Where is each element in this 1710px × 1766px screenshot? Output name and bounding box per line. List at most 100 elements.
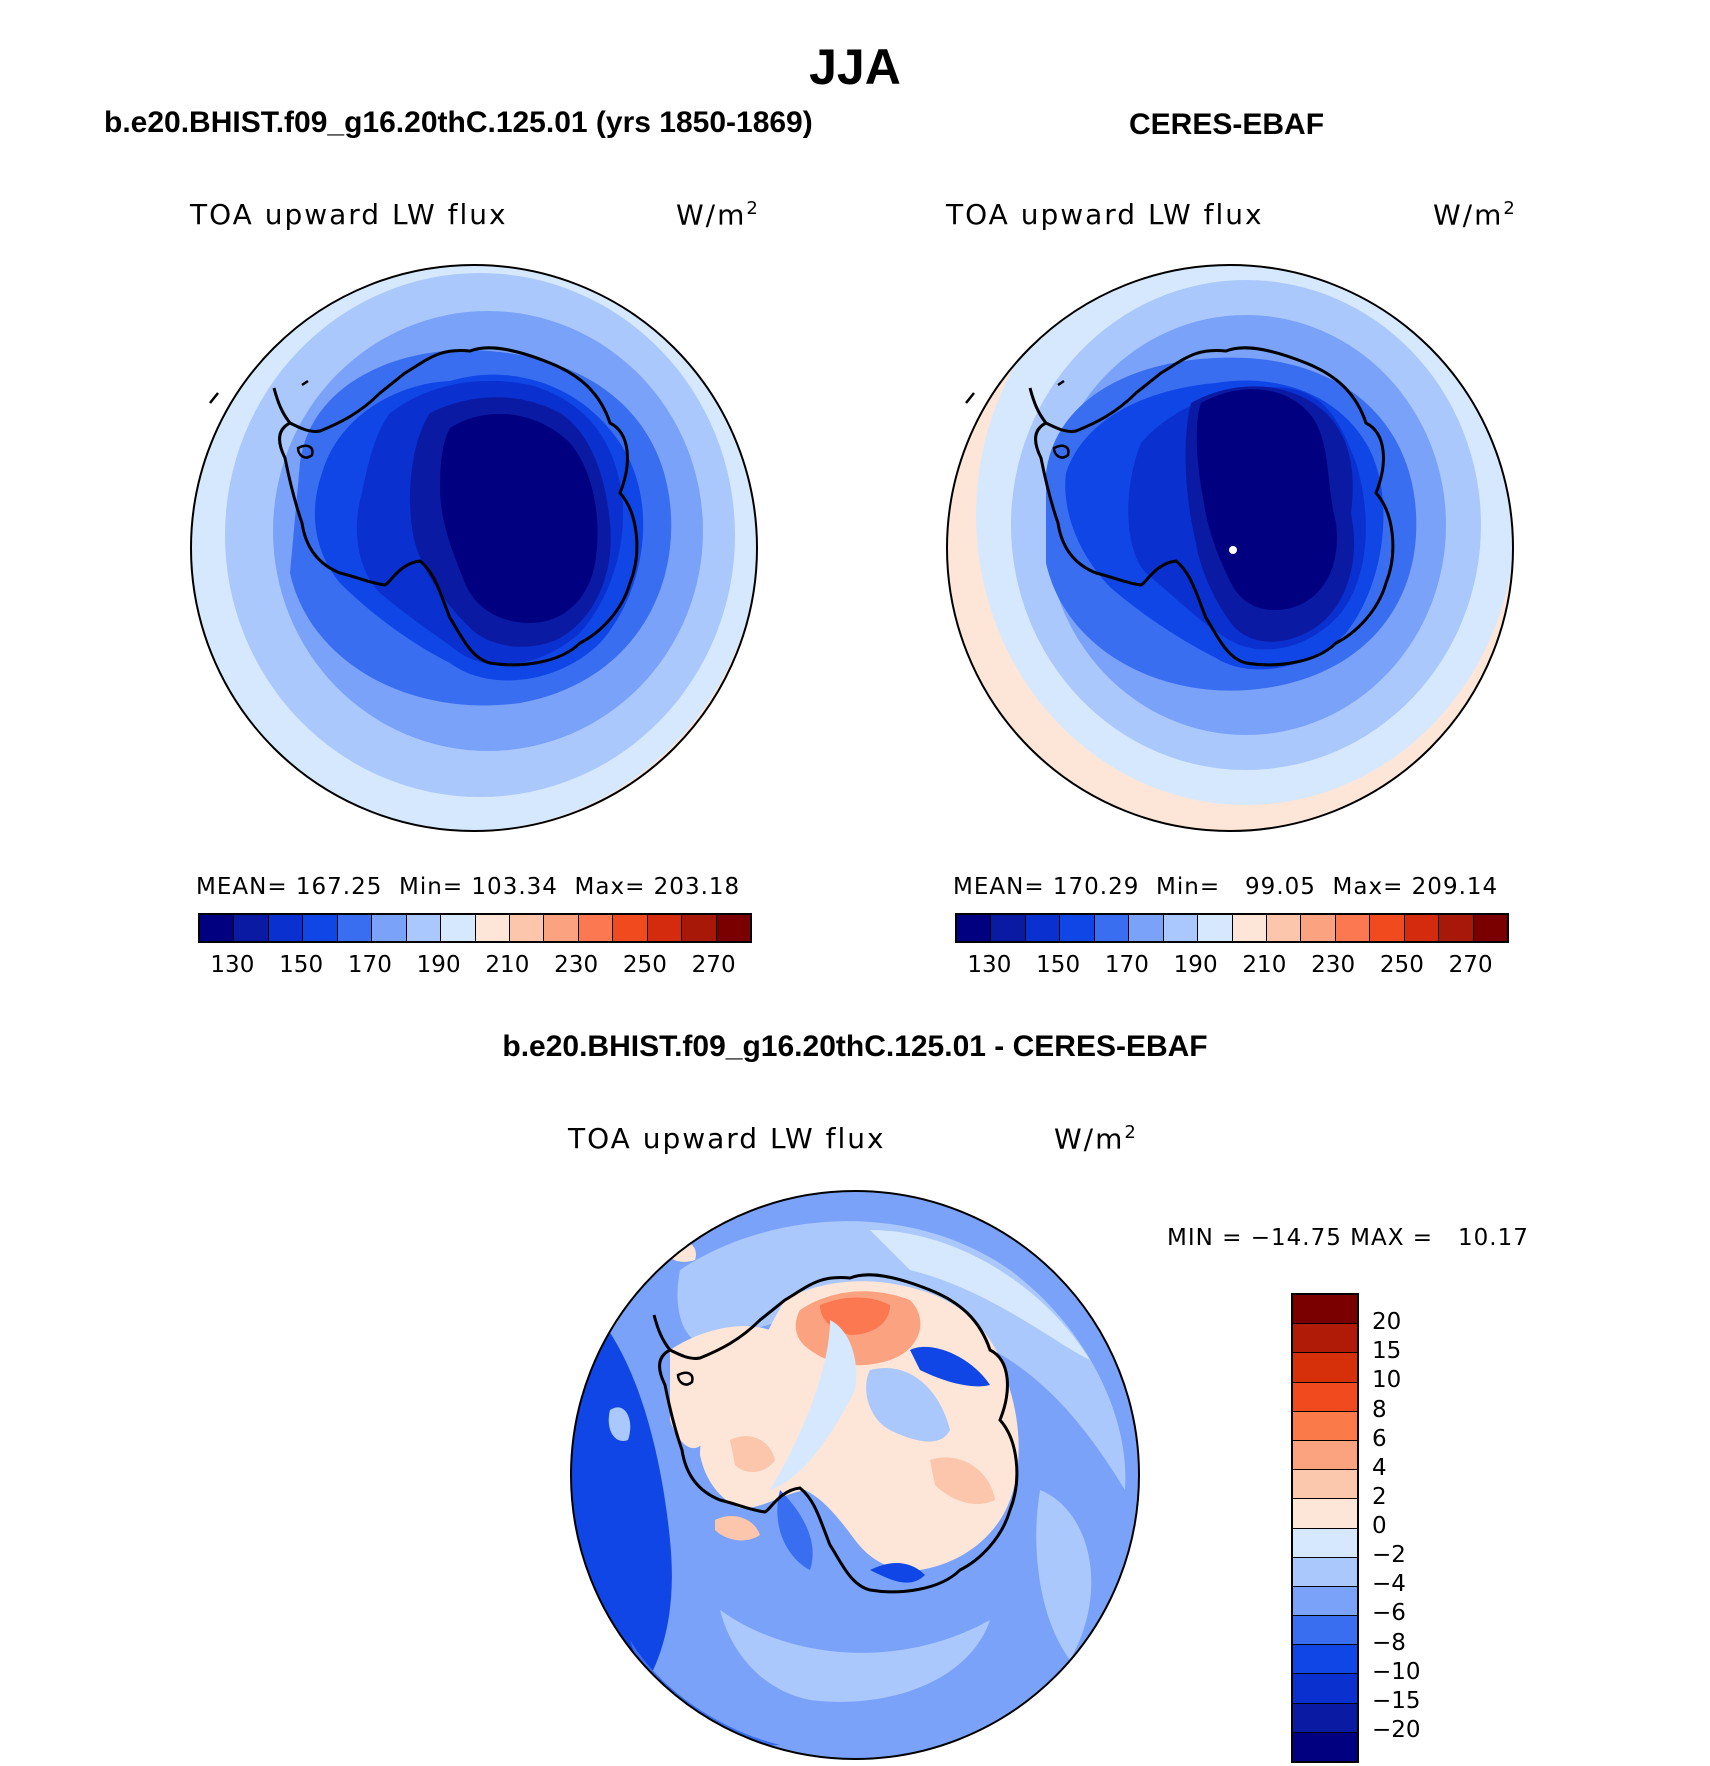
colorbar-swatch-diff-7 <box>1293 1499 1357 1529</box>
colorbar-swatch-model-14 <box>682 915 717 941</box>
colorbar-swatch-obs-2 <box>1025 915 1061 941</box>
colorbar-tick-diff: 10 <box>1372 1367 1402 1394</box>
colorbar-tick-model: 150 <box>279 952 324 978</box>
polar-map-diff <box>570 1190 1140 1760</box>
colorbar-tick-model: 230 <box>554 952 599 978</box>
colorbar-swatch-diff-3 <box>1293 1382 1357 1412</box>
colorbar-swatch-diff-8 <box>1293 1528 1357 1558</box>
colorbar-swatch-obs-13 <box>1404 915 1440 941</box>
colorbar-swatch-diff-6 <box>1293 1470 1357 1500</box>
colorbar-swatch-diff-12 <box>1293 1645 1357 1675</box>
colorbar-tick-diff: 8 <box>1372 1396 1387 1423</box>
colorbar-tick-diff: −6 <box>1372 1600 1406 1627</box>
colorbar-swatch-obs-3 <box>1060 915 1095 941</box>
colorbar-swatch-diff-2 <box>1293 1353 1357 1383</box>
colorbar-swatch-obs-1 <box>991 915 1026 941</box>
colorbar-ticks-model: 130 150 170 190 210 230 250 270 <box>198 952 752 982</box>
polar-map-obs <box>946 264 1514 832</box>
colorbar-swatch-model-7 <box>441 915 476 941</box>
units-model: W/m2 <box>676 198 760 232</box>
colorbar-tick-model: 250 <box>622 952 667 978</box>
colorbar-swatch-diff-10 <box>1293 1586 1357 1617</box>
colorbar-swatch-model-1 <box>234 915 269 941</box>
units-obs: W/m2 <box>1433 198 1517 232</box>
colorbar-swatch-obs-8 <box>1232 915 1267 941</box>
colorbar-swatch-model-4 <box>337 915 373 941</box>
colorbar-swatch-obs-15 <box>1473 915 1507 941</box>
colorbar-tick-obs: 210 <box>1242 952 1287 978</box>
colorbar-swatch-model-2 <box>268 915 304 941</box>
colorbar-tick-diff: 0 <box>1372 1513 1387 1539</box>
subtitle-model: TOA upward LW flux <box>190 198 508 231</box>
colorbar-tick-diff: −10 <box>1372 1658 1421 1685</box>
colorbar-tick-obs: 130 <box>967 952 1012 978</box>
colorbar-tick-obs: 190 <box>1173 952 1218 978</box>
colorbar-swatch-obs-0 <box>957 915 992 941</box>
colorbar-swatch-model-11 <box>578 915 614 941</box>
colorbar-swatch-obs-12 <box>1370 915 1405 941</box>
minmax-diff: MIN = −14.75 MAX = 10.17 <box>1167 1225 1529 1251</box>
colorbar-tick-model: 190 <box>416 952 461 978</box>
colorbar-tick-obs: 170 <box>1104 952 1149 978</box>
colorbar-swatch-model-6 <box>406 915 442 941</box>
colorbar-swatch-obs-11 <box>1335 915 1371 941</box>
colorbar-tick-diff: −15 <box>1372 1687 1421 1714</box>
colorbar-swatch-model-0 <box>200 915 235 941</box>
colorbar-swatch-model-5 <box>372 915 407 941</box>
panel-title-obs: CERES-EBAF <box>1129 108 1325 141</box>
units-diff: W/m2 <box>1054 1122 1138 1156</box>
colorbar-swatch-model-13 <box>647 915 683 941</box>
colorbar-tick-obs: 230 <box>1311 952 1356 978</box>
colorbar-swatch-diff-14 <box>1293 1703 1357 1733</box>
colorbar-tick-obs: 150 <box>1036 952 1081 978</box>
colorbar-swatch-obs-5 <box>1129 915 1164 941</box>
colorbar-swatch-obs-4 <box>1094 915 1130 941</box>
colorbar-swatch-diff-15 <box>1293 1732 1357 1761</box>
colorbar-swatch-model-10 <box>544 915 579 941</box>
colorbar-tick-diff: 15 <box>1372 1338 1402 1365</box>
colorbar-tick-diff: 4 <box>1372 1454 1387 1481</box>
colorbar-tick-obs: 250 <box>1379 952 1424 978</box>
colorbar-model <box>198 913 752 943</box>
colorbar-swatch-diff-9 <box>1293 1557 1357 1587</box>
colorbar-swatch-obs-6 <box>1163 915 1199 941</box>
colorbar-swatch-diff-4 <box>1293 1411 1357 1441</box>
colorbar-swatch-model-9 <box>509 915 545 941</box>
stats-model: MEAN= 167.25 Min= 103.34 Max= 203.18 <box>196 874 741 900</box>
colorbar-swatch-model-8 <box>475 915 510 941</box>
colorbar-swatch-diff-0 <box>1293 1295 1357 1325</box>
panel-title-model: b.e20.BHIST.f09_g16.20thC.125.01 (yrs 18… <box>104 106 813 139</box>
colorbar-swatch-diff-13 <box>1293 1674 1357 1704</box>
colorbar-swatch-diff-1 <box>1293 1324 1357 1354</box>
colorbar-tick-diff: 2 <box>1372 1483 1387 1510</box>
colorbar-swatch-obs-7 <box>1198 915 1233 941</box>
colorbar-swatch-obs-10 <box>1301 915 1336 941</box>
colorbar-swatch-model-3 <box>303 915 338 941</box>
colorbar-tick-obs: 270 <box>1448 952 1493 978</box>
stats-obs: MEAN= 170.29 Min= 99.05 Max= 209.14 <box>953 874 1499 900</box>
colorbar-swatch-model-12 <box>613 915 648 941</box>
polar-map-model <box>190 264 758 832</box>
colorbar-obs <box>955 913 1509 943</box>
colorbar-tick-model: 170 <box>347 952 392 978</box>
colorbar-swatch-model-15 <box>716 915 750 941</box>
colorbar-swatch-obs-9 <box>1266 915 1302 941</box>
colorbar-tick-diff: 6 <box>1372 1425 1387 1452</box>
colorbar-diff <box>1291 1293 1359 1763</box>
colorbar-swatch-diff-11 <box>1293 1616 1357 1646</box>
panel-title-diff: b.e20.BHIST.f09_g16.20thC.125.01 - CERES… <box>502 1030 1208 1063</box>
colorbar-tick-diff: −4 <box>1372 1571 1406 1598</box>
colorbar-swatch-diff-5 <box>1293 1440 1357 1471</box>
colorbar-tick-model: 210 <box>485 952 530 978</box>
colorbar-ticks-obs: 130 150 170 190 210 230 250 270 <box>955 952 1509 982</box>
subtitle-diff: TOA upward LW flux <box>568 1122 886 1155</box>
colorbar-tick-diff: −20 <box>1372 1716 1421 1743</box>
main-title: JJA <box>809 39 901 95</box>
colorbar-tick-model: 270 <box>691 952 736 978</box>
colorbar-swatch-obs-14 <box>1439 915 1474 941</box>
colorbar-tick-model: 130 <box>210 952 255 978</box>
colorbar-tick-diff: 20 <box>1372 1309 1402 1336</box>
subtitle-obs: TOA upward LW flux <box>946 198 1264 231</box>
colorbar-ticks-diff: 20 15 10 8 6 4 2 0 −2 −4 −6 −8 −10 −15 −20 <box>1372 1293 1442 1763</box>
colorbar-tick-diff: −8 <box>1372 1629 1406 1656</box>
